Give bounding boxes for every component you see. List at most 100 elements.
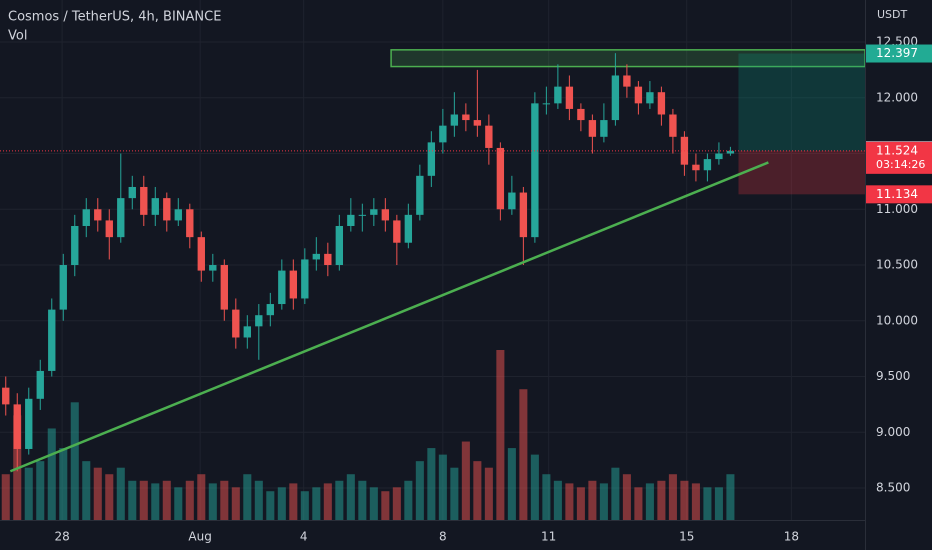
x-tick-label: 8 <box>439 530 447 544</box>
candle-body <box>473 120 482 126</box>
candle-body <box>715 153 723 160</box>
y-tick-label: 9.000 <box>876 425 910 439</box>
volume-layer <box>1 350 735 520</box>
candle-body <box>450 114 459 126</box>
candle-body <box>13 404 21 449</box>
candle-body <box>94 209 102 221</box>
volume-bar <box>139 480 148 520</box>
volume-bar <box>243 474 252 520</box>
price-tag <box>866 44 932 63</box>
volume-bar <box>93 467 102 520</box>
volume-bar <box>599 483 608 520</box>
candle-body <box>301 259 309 299</box>
candle-body <box>358 214 367 216</box>
candle-body <box>220 265 228 310</box>
overlay <box>0 150 865 473</box>
chart-title: Cosmos / TetherUS, 4h, BINANCE <box>8 10 221 25</box>
volume-bar <box>519 389 528 520</box>
candle-body <box>588 120 597 137</box>
volume-label: Vol <box>8 29 27 44</box>
candle-body <box>255 315 263 327</box>
volume-bar <box>231 487 240 520</box>
candle-body <box>669 114 677 137</box>
countdown: 03:14:26 <box>876 158 925 171</box>
y-tick-label: 10.500 <box>876 258 918 272</box>
volume-bar <box>151 483 160 520</box>
candle-body <box>335 225 344 266</box>
volume-bar <box>484 467 493 520</box>
candle-body <box>657 92 666 115</box>
candle-body <box>174 209 182 221</box>
volume-bar <box>208 483 217 520</box>
volume-bar <box>254 480 263 520</box>
candle-body <box>439 125 447 143</box>
candle-body <box>2 387 10 405</box>
volume-bar <box>450 467 459 520</box>
candle-body <box>278 270 286 305</box>
volume-bar <box>36 461 45 520</box>
volume-bar <box>381 491 390 520</box>
volume-bar <box>289 483 298 520</box>
volume-bar <box>726 474 735 520</box>
candle-body <box>496 147 505 210</box>
volume-bar <box>680 480 689 520</box>
volume-bar <box>657 480 666 520</box>
volume-bar <box>346 474 355 520</box>
candle-body <box>393 220 401 243</box>
candle-body <box>508 192 516 210</box>
volume-bar <box>415 461 424 520</box>
volume-bar <box>438 454 447 520</box>
candle-body <box>243 326 251 338</box>
candle-body <box>646 92 654 104</box>
volume-bar <box>404 480 413 520</box>
currency: USDT <box>877 8 908 21</box>
volume-bar <box>611 467 620 520</box>
candle-body <box>209 265 217 271</box>
candle-body <box>565 86 574 109</box>
trendline <box>9 161 769 473</box>
volume-bar <box>116 467 125 520</box>
candle-body <box>59 265 67 310</box>
x-tick-label: 18 <box>784 530 799 544</box>
volume-bar <box>392 487 401 520</box>
position-stop <box>738 150 865 195</box>
candle-body <box>117 198 125 238</box>
x-tick-label: 15 <box>679 530 694 544</box>
axes: 12.50012.00011.50011.00010.50010.0009.50… <box>54 35 932 544</box>
candle-body <box>462 114 470 121</box>
candle-body <box>232 309 240 338</box>
candle-body <box>542 103 551 105</box>
volume-bar <box>703 487 712 520</box>
candle-body <box>554 86 562 104</box>
candle-body <box>266 304 274 316</box>
candle-body <box>692 164 700 171</box>
candle-body <box>519 192 528 238</box>
candle-body <box>71 225 79 266</box>
candle-body <box>726 150 735 154</box>
candle-body <box>623 75 631 87</box>
volume-bar <box>622 474 631 520</box>
candle-body <box>370 209 378 215</box>
volume-bar <box>1 474 10 520</box>
volume-bar <box>691 483 700 520</box>
volume-bar <box>277 487 286 520</box>
candle-body <box>381 209 390 221</box>
candle-body <box>312 253 321 260</box>
volume-bar <box>576 487 585 520</box>
volume-bar <box>634 487 643 520</box>
y-tick-label: 11.000 <box>876 202 918 216</box>
y-tick-label: 12.000 <box>876 90 918 104</box>
candle-body <box>48 309 56 371</box>
x-tick-label: 4 <box>300 530 308 544</box>
volume-bar <box>588 480 597 520</box>
volume-bar <box>668 474 677 520</box>
volume-bar <box>565 483 574 520</box>
volume-bar <box>335 480 344 520</box>
volume-bar <box>461 441 470 520</box>
candle-body <box>140 186 148 215</box>
volume-bar <box>312 487 321 520</box>
candle-body <box>105 220 113 238</box>
volume-bar <box>105 474 114 520</box>
candle-body <box>577 108 585 121</box>
